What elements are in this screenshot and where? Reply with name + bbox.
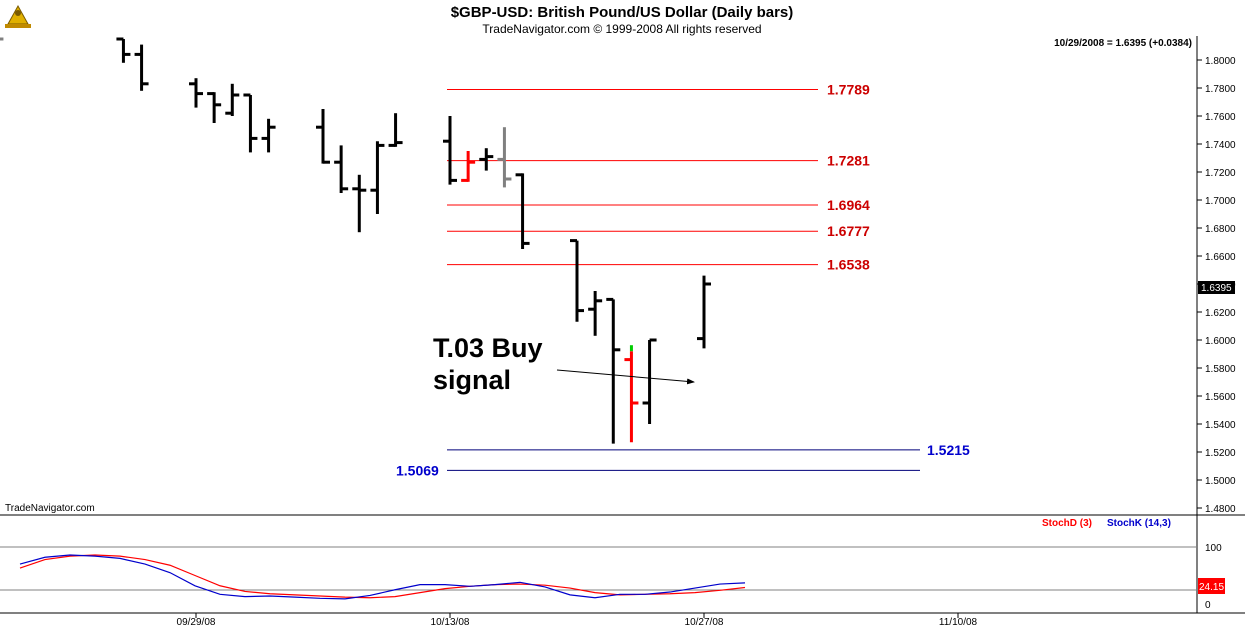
ohlc-bar: [352, 174, 367, 233]
price-tick-label: 1.7400: [1205, 140, 1236, 151]
ohlc-bar: [334, 145, 349, 193]
resistance-label: 1.6964: [827, 197, 870, 213]
last-price-marker: [1198, 281, 1235, 294]
resistance-label: 1.7281: [827, 153, 870, 169]
ohlc-bar: [370, 141, 385, 214]
price-tick-label: 1.7200: [1205, 168, 1236, 179]
date-axis-ticks: 09/29/08 10/13/08 10/27/08 11/10/08: [177, 613, 978, 628]
quote-readout: 10/29/2008 = 1.6395 (+0.0384): [1054, 38, 1192, 49]
stoch-k-line: [19, 554, 746, 600]
ohlc-bar: [624, 351, 639, 443]
stoch-axis-ticks: 100 0: [1205, 543, 1222, 611]
ohlc-bar: [316, 109, 330, 164]
ohlc-bar: [134, 44, 149, 91]
ohlc-bar: [116, 37, 131, 63]
ohlc-bar: [243, 93, 258, 153]
ohlc-bar: [261, 118, 276, 153]
price-tick-label: 1.7600: [1205, 112, 1236, 123]
stoch-tick-label: 0: [1205, 600, 1211, 611]
price-tick-label: 1.5400: [1205, 420, 1236, 431]
stochastic-lines: [19, 554, 746, 600]
support-label: 1.5215: [927, 442, 970, 458]
ohlc-bar: [443, 116, 457, 185]
ohlc-bar: [207, 92, 222, 123]
legend-stoch-k: StochK (14,3): [1107, 518, 1171, 529]
date-tick-label: 11/10/08: [939, 617, 978, 628]
ohlc-bars: [0, 37, 711, 444]
price-tick-label: 1.7000: [1205, 196, 1236, 207]
stoch-grid: [0, 546, 1197, 591]
resistance-label: 1.6538: [827, 257, 870, 273]
ohlc-bar: [0, 37, 4, 41]
price-tick-label: 1.7800: [1205, 84, 1236, 95]
price-tick-label: 1.8000: [1205, 56, 1236, 67]
price-levels: 1.7789 1.7281 1.6964 1.6777 1.6538 1.5215 1.50…: [396, 82, 970, 479]
price-tick-label: 1.4800: [1205, 504, 1236, 515]
stoch-last-label: 24.15: [1199, 582, 1224, 593]
ohlc-bar: [388, 113, 403, 147]
ohlc-bar: [461, 151, 476, 182]
ohlc-bar: [697, 275, 711, 349]
price-tick-label: 1.6800: [1205, 224, 1236, 235]
ohlc-bar: [588, 291, 603, 336]
ohlc-bar: [497, 127, 512, 188]
price-tick-label: 1.6600: [1205, 252, 1236, 263]
annotation-arrow: [556, 369, 695, 385]
ohlc-bar: [570, 239, 584, 322]
annotation-line2: signal: [433, 365, 511, 395]
support-label: 1.5069: [396, 462, 439, 478]
price-tick-label: 1.6000: [1205, 336, 1236, 347]
chart-subtitle: TradeNavigator.com © 1999-2008 All right…: [482, 22, 761, 36]
date-tick-label: 09/29/08: [177, 617, 216, 628]
last-price-label: 1.6395: [1201, 283, 1232, 294]
ohlc-bar: [606, 297, 621, 444]
chart-title: $GBP-USD: British Pound/US Dollar (Daily…: [451, 4, 794, 21]
price-axis-ticks: 1.8000 1.7800 1.7600 1.7400 1.7200 1.7000 1.68…: [1197, 56, 1236, 515]
price-tick-label: 1.5200: [1205, 448, 1236, 459]
ohlc-bar: [479, 148, 494, 171]
watermark: TradeNavigator.com: [5, 503, 95, 514]
stoch-tick-label: 100: [1205, 543, 1222, 554]
resistance-label: 1.7789: [827, 82, 870, 98]
ohlc-bar: [642, 338, 657, 424]
legend-stoch-d: StochD (3): [1042, 518, 1092, 529]
price-tick-label: 1.5000: [1205, 476, 1236, 487]
stoch-last-marker: [1198, 578, 1225, 594]
ohlc-bar: [515, 173, 530, 249]
resistance-label: 1.6777: [827, 223, 870, 239]
annotation-line1: T.03 Buy: [433, 333, 543, 363]
trade-navigator-logo-icon: [5, 4, 31, 28]
price-tick-label: 1.5600: [1205, 392, 1236, 403]
date-tick-label: 10/13/08: [431, 617, 470, 628]
price-tick-label: 1.5800: [1205, 364, 1236, 375]
price-tick-label: 1.6200: [1205, 308, 1236, 319]
ohlc-bar: [225, 83, 240, 116]
date-tick-label: 10/27/08: [685, 617, 724, 628]
ohlc-bar: [189, 78, 203, 108]
